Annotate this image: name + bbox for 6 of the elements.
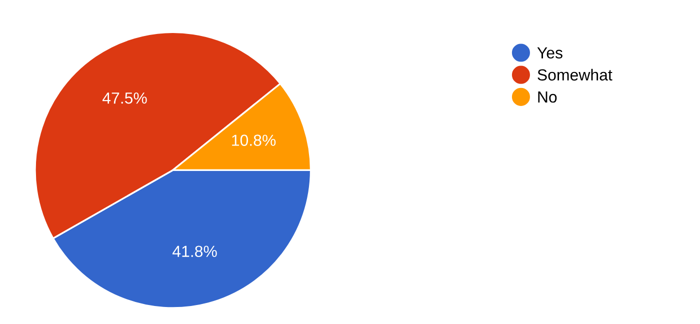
legend-label: Somewhat: [538, 68, 612, 81]
data-label: 47.5%: [102, 92, 147, 104]
data-label: 10.8%: [232, 134, 276, 146]
data-label: 41.8%: [172, 246, 217, 258]
legend-label: Yes: [537, 47, 562, 59]
legend-label: No: [538, 92, 557, 103]
